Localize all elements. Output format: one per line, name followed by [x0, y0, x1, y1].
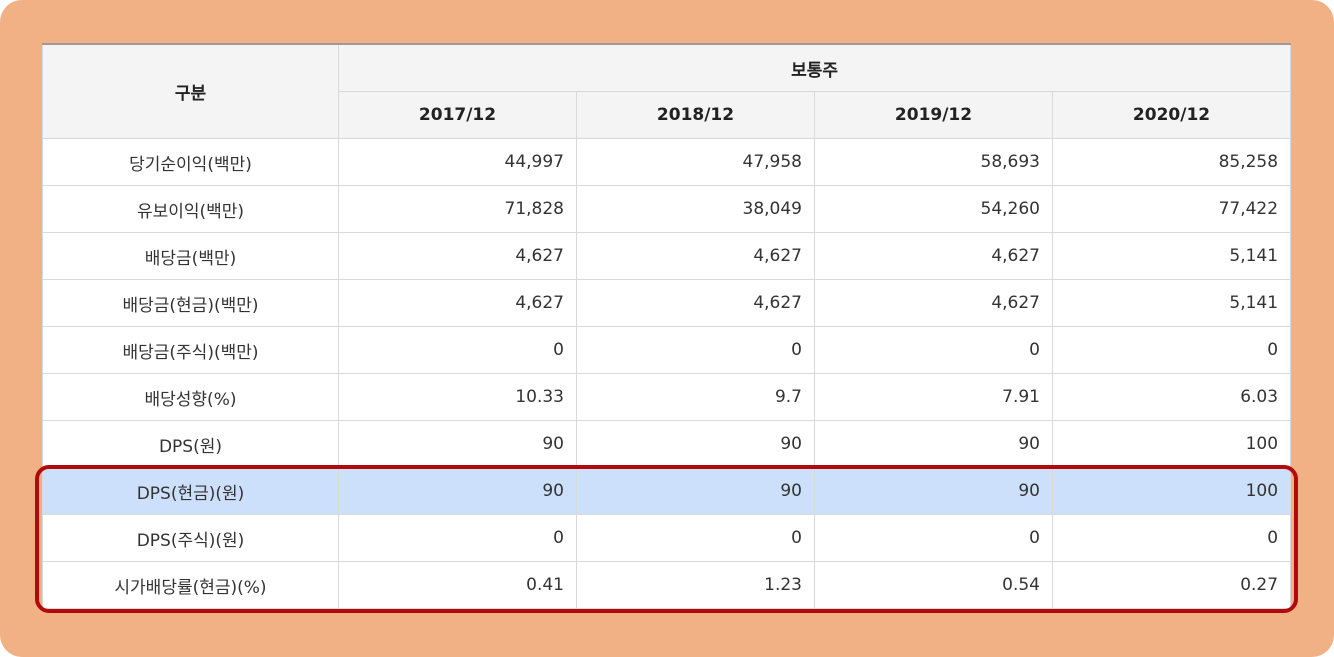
- row-label: 유보이익(백만): [42, 185, 339, 233]
- group-header: 보통주: [337, 43, 1292, 92]
- highlight-outline: [35, 465, 1298, 613]
- row-label: 배당금(주식)(백만): [42, 326, 339, 374]
- value-cell: 0: [576, 326, 815, 374]
- row-label: 배당성향(%): [42, 373, 339, 421]
- value-cell: 0: [338, 514, 577, 562]
- value-cell: 100: [1051, 420, 1292, 468]
- table-row: 유보이익(백만) 71,828 38,049 54,260 77,422: [42, 185, 1292, 233]
- table-row: DPS(현금)(원) 90 90 90 100: [42, 467, 1292, 515]
- value-cell: 4,627: [814, 232, 1053, 280]
- table-row: 배당성향(%) 10.33 9.7 7.91 6.03: [42, 373, 1292, 421]
- value-cell: 1.23: [576, 561, 815, 609]
- table-row: 배당금(백만) 4,627 4,627 4,627 5,141: [42, 232, 1292, 280]
- value-cell: 90: [814, 467, 1053, 515]
- value-cell: 10.33: [338, 373, 577, 421]
- table-row: 배당금(현금)(백만) 4,627 4,627 4,627 5,141: [42, 279, 1292, 327]
- year-header: 2020/12: [1051, 91, 1292, 139]
- value-cell: 6.03: [1051, 373, 1292, 421]
- dividend-table: 구분 보통주 2017/12 2018/12 2019/12 2020/12 당…: [42, 43, 1292, 609]
- value-cell: 4,627: [814, 279, 1053, 327]
- row-label: 배당금(백만): [42, 232, 339, 280]
- value-cell: 38,049: [576, 185, 815, 233]
- value-cell: 0: [338, 326, 577, 374]
- value-cell: 0: [814, 326, 1053, 374]
- value-cell: 47,958: [576, 138, 815, 186]
- corner-header: 구분: [42, 43, 339, 139]
- value-cell: 54,260: [814, 185, 1053, 233]
- row-label: DPS(원): [42, 420, 339, 468]
- value-cell: 5,141: [1051, 232, 1292, 280]
- year-header: 2017/12: [338, 91, 577, 139]
- value-cell: 90: [576, 467, 815, 515]
- value-cell: 44,997: [338, 138, 577, 186]
- value-cell: 5,141: [1051, 279, 1292, 327]
- value-cell: 4,627: [338, 279, 577, 327]
- value-cell: 0: [576, 514, 815, 562]
- header-row-group: 구분 보통주: [42, 43, 1292, 139]
- value-cell: 4,627: [576, 279, 815, 327]
- value-cell: 4,627: [576, 232, 815, 280]
- value-cell: 85,258: [1051, 138, 1292, 186]
- table-row: DPS(원) 90 90 90 100: [42, 420, 1292, 468]
- value-cell: 9.7: [576, 373, 815, 421]
- row-label: 당기순이익(백만): [42, 138, 339, 186]
- value-cell: 90: [338, 420, 577, 468]
- value-cell: 0: [1051, 326, 1292, 374]
- value-cell: 0.27: [1051, 561, 1292, 609]
- value-cell: 77,422: [1051, 185, 1292, 233]
- header-row-years: 2017/12 2018/12 2019/12 2020/12: [43, 91, 1292, 139]
- value-cell: 90: [814, 420, 1053, 468]
- row-label: DPS(현금)(원): [42, 467, 339, 515]
- value-cell: 0.41: [338, 561, 577, 609]
- value-cell: 71,828: [338, 185, 577, 233]
- value-cell: 4,627: [338, 232, 577, 280]
- year-header: 2019/12: [814, 91, 1053, 139]
- table-row: 배당금(주식)(백만) 0 0 0 0: [42, 326, 1292, 374]
- table-row: 시가배당률(현금)(%) 0.41 1.23 0.54 0.27: [42, 561, 1292, 609]
- row-label: 시가배당률(현금)(%): [42, 561, 339, 609]
- table-row: 당기순이익(백만) 44,997 47,958 58,693 85,258: [42, 138, 1292, 186]
- row-label: 배당금(현금)(백만): [42, 279, 339, 327]
- value-cell: 58,693: [814, 138, 1053, 186]
- year-header: 2018/12: [576, 91, 815, 139]
- value-cell: 7.91: [814, 373, 1053, 421]
- value-cell: 90: [576, 420, 815, 468]
